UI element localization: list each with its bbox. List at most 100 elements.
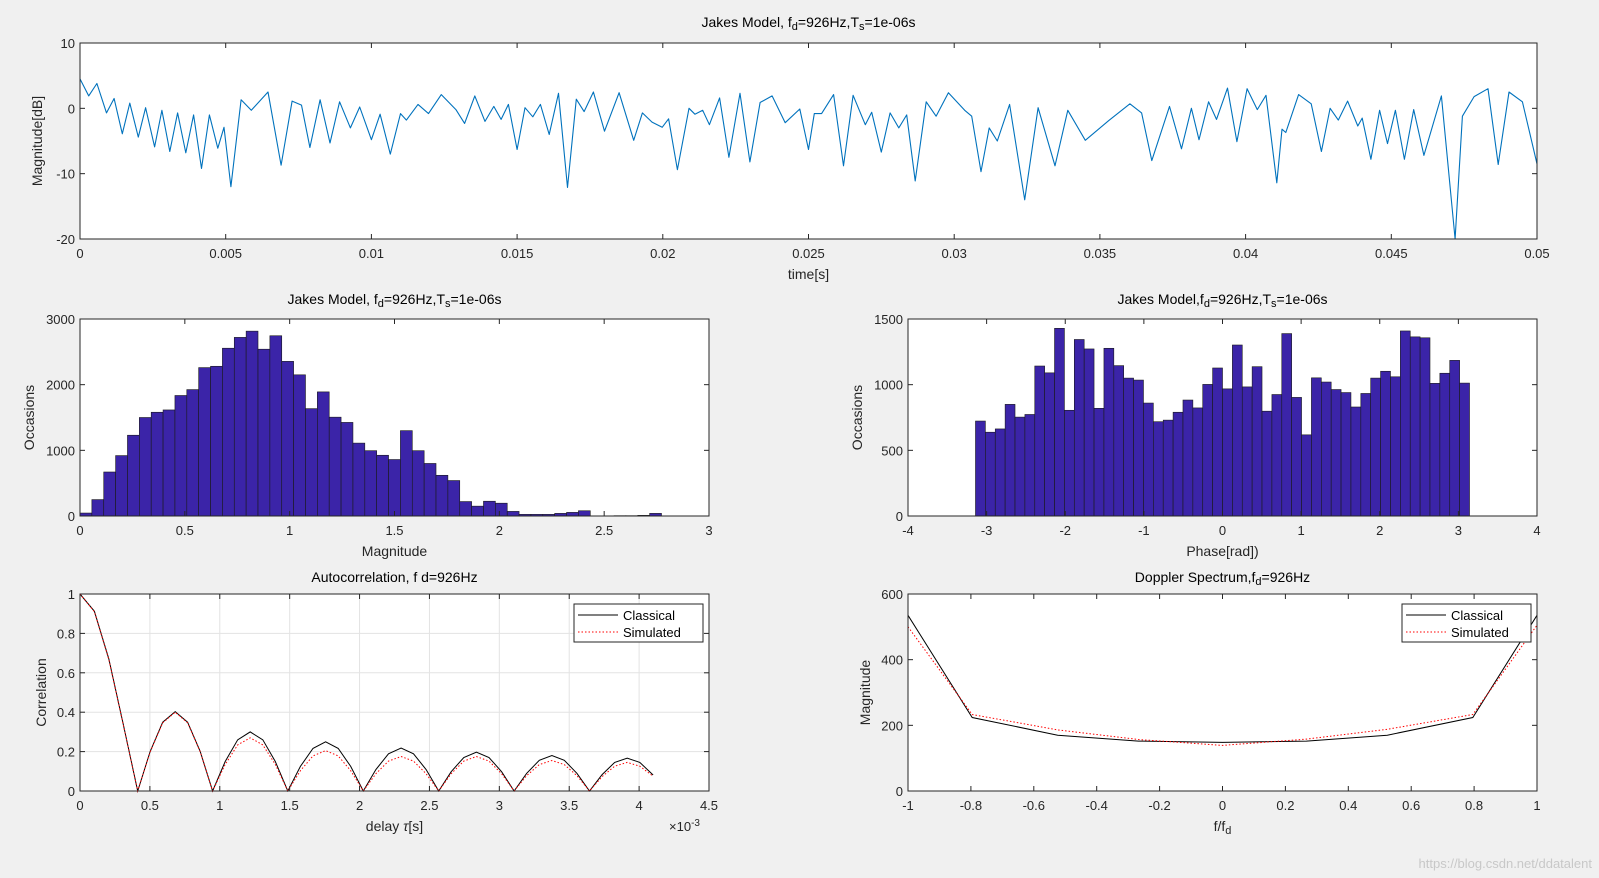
x-tick-label: 0 — [76, 523, 83, 538]
simulated-line — [79, 593, 654, 793]
histogram-bar — [210, 365, 223, 517]
text-part: =926Hz — [1262, 569, 1311, 585]
histogram-bar — [483, 500, 496, 517]
histogram-bar — [1340, 392, 1352, 517]
x-tick-label: 0 — [1219, 798, 1226, 813]
histogram-bar — [1004, 404, 1016, 517]
y-tick-label: 600 — [881, 587, 903, 602]
histogram-bar — [1014, 416, 1026, 517]
y-tick-label: 0 — [68, 784, 75, 799]
histogram-bar — [269, 335, 283, 517]
y-axis-label: Magnitude — [857, 660, 873, 726]
histogram-bar — [471, 505, 484, 517]
histogram-bar — [1350, 406, 1362, 517]
histogram-bar — [328, 416, 342, 517]
histogram-bar — [1251, 366, 1263, 517]
histogram-bar — [1162, 419, 1174, 517]
y-tick-label: 200 — [881, 718, 903, 733]
chart-title: Doppler Spectrum,fd=926Hz — [1135, 569, 1310, 588]
histogram-bar — [233, 337, 247, 517]
x-tick-label: -1 — [902, 798, 914, 813]
simulated-line — [907, 624, 1538, 746]
y-tick-label: 0 — [68, 509, 75, 524]
y-tick-label: -10 — [56, 167, 75, 182]
subscript: s — [859, 21, 865, 33]
histogram-bar — [127, 434, 140, 517]
text-part: =1e-06s — [451, 291, 502, 307]
text-part: Jakes Model, f — [702, 14, 792, 30]
text-part: Jakes Model,f — [1117, 291, 1203, 307]
histogram-bar — [985, 431, 996, 517]
multiplier-exponent: -3 — [691, 818, 700, 829]
histogram-bar — [257, 348, 271, 517]
subscript: d — [792, 21, 798, 33]
text-part: delay — [366, 818, 403, 834]
y-tick-label: 2000 — [46, 378, 75, 393]
legend-box — [573, 603, 704, 643]
y-tick-label: 1000 — [874, 378, 903, 393]
x-tick-label: 0.03 — [942, 246, 967, 261]
chart-title: Jakes Model, fd=926Hz,Ts=1e-06s — [288, 291, 502, 310]
histogram-bar — [1390, 376, 1401, 517]
histogram-bar — [1093, 408, 1105, 517]
x-tick-label: -3 — [981, 523, 993, 538]
axes-box — [79, 593, 710, 792]
x-tick-label: 2.5 — [595, 523, 613, 538]
histogram-bar — [459, 501, 472, 517]
histogram-bar — [447, 480, 461, 517]
y-tick-label: 0 — [896, 784, 903, 799]
subscript: d — [378, 298, 384, 310]
x-tick-label: 2.5 — [420, 798, 438, 813]
histogram-bar — [1083, 348, 1095, 517]
y-tick-label: 1 — [68, 587, 75, 602]
y-tick-label: 0 — [896, 509, 903, 524]
x-tick-label: 3 — [496, 798, 503, 813]
histogram-bar — [340, 422, 354, 517]
histogram-bar — [388, 459, 401, 517]
histogram-bar — [1409, 336, 1421, 517]
histogram-bar — [103, 471, 116, 517]
x-tick-label: 0.04 — [1233, 246, 1258, 261]
x-tick-label: 4 — [635, 798, 642, 813]
chart-title: Jakes Model,fd=926Hz,Ts=1e-06s — [1117, 291, 1327, 310]
x-tick-label: 1 — [286, 523, 293, 538]
subscript: d — [1204, 298, 1210, 310]
y-axis-label: Magnitude[dB] — [29, 96, 45, 186]
x-tick-label: 0.045 — [1375, 246, 1408, 261]
x-axis-label: delay τ[s] — [366, 818, 423, 834]
histogram-bar — [1192, 407, 1204, 517]
histogram-bar — [305, 408, 318, 517]
x-axis-multiplier: ×10-3 — [669, 818, 700, 835]
x-tick-label: -0.4 — [1085, 798, 1107, 813]
x-tick-label: 1 — [1533, 798, 1540, 813]
y-tick-label: 1000 — [46, 443, 75, 458]
x-tick-label: 3.5 — [560, 798, 578, 813]
x-tick-label: 0.01 — [359, 246, 384, 261]
y-tick-label: 10 — [61, 36, 75, 51]
x-tick-label: 1 — [1298, 523, 1305, 538]
histogram-bar — [1133, 379, 1144, 517]
histogram-bar — [1202, 384, 1213, 517]
text-part: =926Hz,T — [1210, 291, 1272, 307]
x-tick-label: 0 — [1219, 523, 1226, 538]
y-tick-label: 0.4 — [57, 705, 75, 720]
histogram-bar — [400, 430, 413, 517]
histogram-bar — [1044, 372, 1055, 517]
x-tick-label: 0.6 — [1402, 798, 1420, 813]
chart-title: Autocorrelation, f d=926Hz — [311, 569, 477, 585]
histogram-bar — [1400, 330, 1411, 517]
histogram-bar — [975, 420, 986, 517]
x-tick-label: -2 — [1059, 523, 1071, 538]
envelope-chart: 0 0.005 0.01 0.015 0.02 0.025 0.03 0.035 0.04 0.0… — [29, 14, 1550, 282]
x-tick-label: 0.035 — [1084, 246, 1117, 261]
y-axis-label: Occasions — [21, 385, 37, 450]
histogram-bar — [162, 409, 176, 517]
text-part: =1e-06s — [1277, 291, 1328, 307]
histogram-bar — [1113, 365, 1124, 517]
histogram-bar — [1419, 337, 1431, 517]
histogram-bar — [1261, 410, 1273, 517]
histogram-bar — [150, 411, 164, 517]
x-tick-label: 4.5 — [700, 798, 718, 813]
y-tick-label: 0 — [68, 101, 75, 116]
y-tick-label: 0.8 — [57, 626, 75, 641]
